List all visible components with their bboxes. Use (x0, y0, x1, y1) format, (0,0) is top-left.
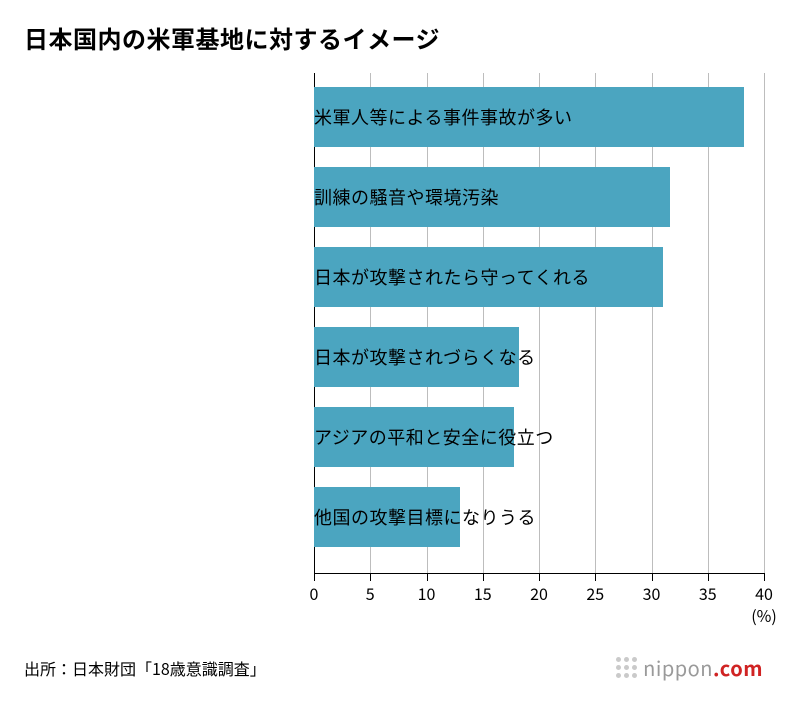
category-label: 他国の攻撃目標になりうる (314, 504, 322, 530)
category-label: 米軍人等による事件事故が多い (314, 104, 322, 130)
x-tick-label: 0 (310, 581, 319, 605)
grid-line (652, 73, 653, 573)
x-tick-mark (595, 573, 596, 581)
x-tick-label: 5 (366, 581, 375, 605)
x-tick-mark (539, 573, 540, 581)
grid-line (539, 73, 540, 573)
chart-title: 日本国内の米軍基地に対するイメージ (24, 20, 765, 55)
x-tick-label: 40 (755, 581, 773, 605)
x-tick-label: 25 (586, 581, 604, 605)
x-axis-unit: (%) (751, 603, 777, 627)
source-text: 出所：日本財団「18歳意識調査」 (24, 656, 266, 680)
x-tick-label: 15 (474, 581, 492, 605)
x-tick-mark (427, 573, 428, 581)
x-tick-mark (370, 573, 371, 581)
category-label: 日本が攻撃されづらくなる (314, 344, 322, 370)
category-label: アジアの平和と安全に役立つ (314, 424, 322, 450)
x-tick-mark (652, 573, 653, 581)
category-label: 訓練の騒音や環境汚染 (314, 184, 322, 210)
category-label: 日本が攻撃されたら守ってくれる (314, 264, 322, 290)
x-tick-label: 35 (699, 581, 717, 605)
site-logo: nippon.com (616, 653, 763, 682)
x-tick-mark (483, 573, 484, 581)
grid-line (595, 73, 596, 573)
logo-text: nippon.com (643, 653, 763, 682)
grid-line (708, 73, 709, 573)
chart-plot: 0510152025303540(%)米軍人等による事件事故が多い訓練の騒音や環… (24, 73, 764, 613)
grid-line (764, 73, 765, 573)
x-tick-mark (764, 573, 765, 581)
logo-dots-icon (616, 657, 637, 678)
x-tick-mark (314, 573, 315, 581)
x-tick-label: 10 (418, 581, 436, 605)
grid-line (483, 73, 484, 573)
x-tick-label: 20 (530, 581, 548, 605)
x-tick-label: 30 (643, 581, 661, 605)
x-tick-mark (708, 573, 709, 581)
logo-prefix: nippon (643, 653, 713, 682)
logo-suffix: .com (713, 653, 763, 682)
